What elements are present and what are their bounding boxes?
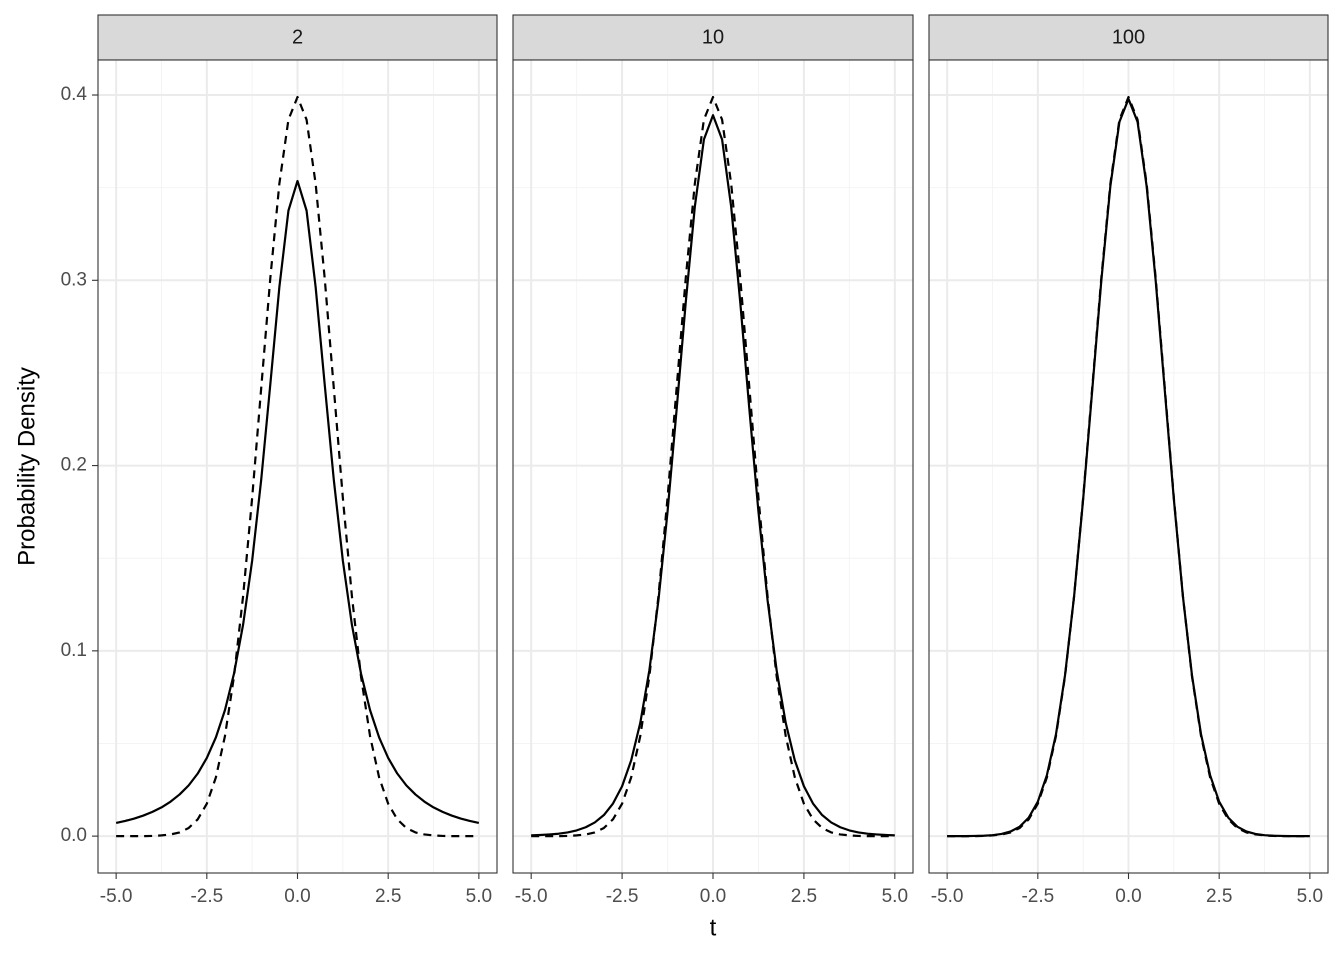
x-tick-label: -2.5 <box>190 886 223 907</box>
y-tick-label: 0.3 <box>61 269 87 290</box>
x-tick-label: 0.0 <box>1115 886 1141 907</box>
x-axis-title: t <box>710 914 717 941</box>
x-tick-label: -5.0 <box>100 886 133 907</box>
density-line <box>531 114 895 837</box>
x-tick-label: 2.5 <box>791 886 817 907</box>
density-line <box>116 95 479 838</box>
strip <box>97 14 498 61</box>
density-line <box>531 95 895 838</box>
x-tick-label: -5.0 <box>931 886 964 907</box>
y-axis-title: Probability Density <box>13 367 40 566</box>
x-tick-label: -2.5 <box>1021 886 1054 907</box>
density-line <box>947 97 1310 838</box>
y-tick-label: 0.4 <box>61 84 88 105</box>
strip-label: 100 <box>1112 26 1145 48</box>
x-tick-label: -5.0 <box>515 886 548 907</box>
x-tick-label: 2.5 <box>1206 886 1232 907</box>
x-tick-label: 5.0 <box>1297 886 1323 907</box>
x-tick-label: 0.0 <box>284 886 310 907</box>
y-tick-label: 0.0 <box>61 825 87 846</box>
strip <box>928 14 1329 61</box>
y-tick-label: 0.1 <box>61 640 87 661</box>
x-tick-label: 0.0 <box>700 886 726 907</box>
strip <box>512 14 914 61</box>
x-tick-label: 5.0 <box>466 886 492 907</box>
x-tick-label: -2.5 <box>606 886 639 907</box>
x-tick-label: 5.0 <box>882 886 908 907</box>
x-tick-label: 2.5 <box>375 886 401 907</box>
strip-label: 2 <box>292 26 303 48</box>
strip-label: 10 <box>702 26 724 48</box>
density-line <box>115 179 480 825</box>
y-tick-label: 0.2 <box>61 455 87 476</box>
